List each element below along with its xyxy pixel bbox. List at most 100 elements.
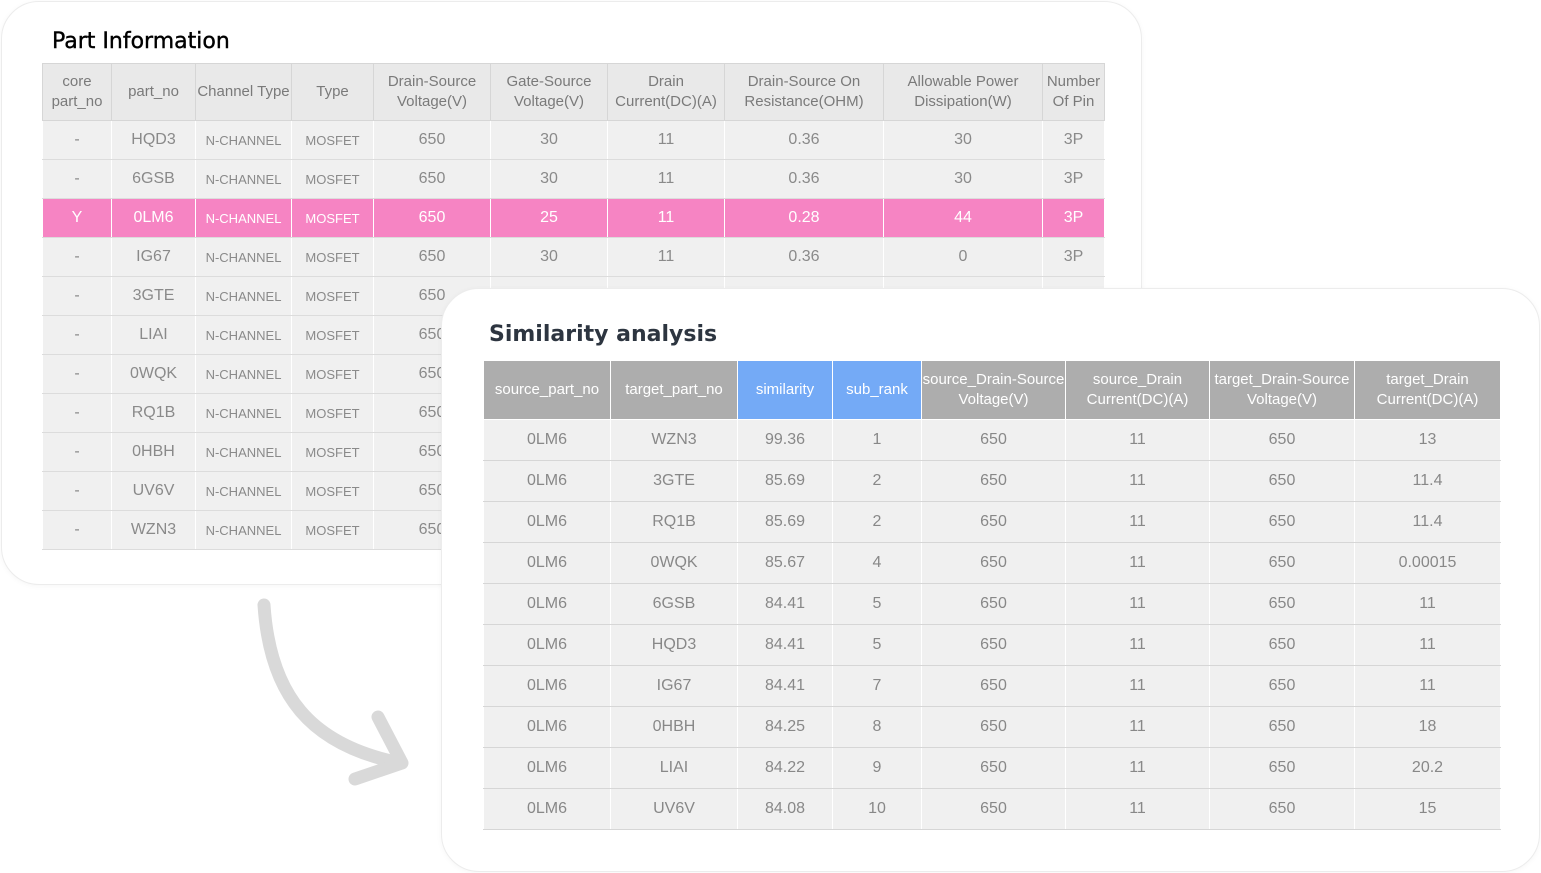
column-header-number-of-pin[interactable]: Number Of Pin — [1042, 63, 1105, 121]
table-cell-core-part-no: - — [42, 315, 112, 355]
table-cell-channel-type: N-CHANNEL — [195, 432, 292, 472]
table-cell-sub-rank: 1 — [832, 419, 922, 461]
column-header-channel-type[interactable]: Channel Type — [195, 63, 292, 121]
column-header-source-part-no[interactable]: source_part_no — [483, 360, 611, 420]
table-cell-target-drain-current-dc-a: 20.2 — [1354, 747, 1501, 789]
table-cell-sub-rank: 7 — [832, 665, 922, 707]
table-cell-core-part-no: Y — [42, 198, 112, 238]
column-header-target-part-no[interactable]: target_part_no — [610, 360, 738, 420]
table-row[interactable]: - HQD3 N-CHANNEL MOSFET 650 30 11 0.36 30 3P — [42, 120, 1105, 160]
table-row[interactable]: 0LM6 UV6V 84.08 10 650 11 650 15 — [483, 788, 1501, 830]
table-cell-type: MOSFET — [291, 354, 374, 394]
column-header-core-part-no[interactable]: core part_no — [42, 63, 112, 121]
table-cell-allowable-power-dissipation-w: 30 — [883, 159, 1043, 199]
column-header-target-drain-current-dc-a[interactable]: target_Drain Current(DC)(A) — [1354, 360, 1501, 420]
similarity-analysis-table: source_part_no target_part_no similarity su… — [483, 360, 1501, 830]
table-cell-target-part-no: LIAI — [610, 747, 738, 789]
column-header-similarity[interactable]: similarity — [737, 360, 833, 420]
column-header-drain-current-dc-a[interactable]: Drain Current(DC)(A) — [607, 63, 725, 121]
table-row[interactable]: 0LM6 3GTE 85.69 2 650 11 650 11.4 — [483, 460, 1501, 502]
table-cell-number-of-pin: 3P — [1042, 159, 1105, 199]
table-row-core-part[interactable]: Y 0LM6 N-CHANNEL MOSFET 650 25 11 0.28 44 3P — [42, 198, 1105, 238]
table-cell-source-drain-current-dc-a: 11 — [1065, 665, 1210, 707]
table-cell-source-drain-source-voltage-v: 650 — [921, 706, 1066, 748]
column-header-sub-rank[interactable]: sub_rank — [832, 360, 922, 420]
table-cell-type: MOSFET — [291, 393, 374, 433]
table-cell-allowable-power-dissipation-w: 0 — [883, 237, 1043, 277]
table-cell-target-part-no: 0WQK — [610, 542, 738, 584]
similarity-analysis-title: Similarity analysis — [489, 322, 718, 347]
table-cell-source-drain-current-dc-a: 11 — [1065, 706, 1210, 748]
table-cell-type: MOSFET — [291, 315, 374, 355]
table-cell-similarity: 84.41 — [737, 665, 833, 707]
column-header-type[interactable]: Type — [291, 63, 374, 121]
table-cell-target-drain-current-dc-a: 18 — [1354, 706, 1501, 748]
table-cell-type: MOSFET — [291, 510, 374, 550]
table-cell-part-no: 0LM6 — [111, 198, 196, 238]
table-cell-core-part-no: - — [42, 354, 112, 394]
table-cell-drain-current-dc-a: 11 — [607, 120, 725, 160]
column-header-gate-source-voltage-v[interactable]: Gate-Source Voltage(V) — [490, 63, 608, 121]
column-header-part-no[interactable]: part_no — [111, 63, 196, 121]
table-cell-type: MOSFET — [291, 276, 374, 316]
table-cell-target-part-no: IG67 — [610, 665, 738, 707]
table-row[interactable]: - IG67 N-CHANNEL MOSFET 650 30 11 0.36 0 3P — [42, 237, 1105, 277]
table-cell-channel-type: N-CHANNEL — [195, 198, 292, 238]
table-cell-target-part-no: 0HBH — [610, 706, 738, 748]
table-cell-target-part-no: RQ1B — [610, 501, 738, 543]
part-information-table: core part_no part_no Channel Type Type Drain… — [42, 63, 1105, 550]
column-header-allowable-power-dissipation-w[interactable]: Allowable Power Dissipation(W) — [883, 63, 1043, 121]
table-cell-drain-source-on-resistance-ohm: 0.36 — [724, 159, 884, 199]
table-cell-allowable-power-dissipation-w: 44 — [883, 198, 1043, 238]
table-row[interactable]: -6GSB N-CHANNEL MOSFET 650 30 11 0.36 30 3P — [42, 159, 1105, 199]
table-cell-channel-type: N-CHANNEL — [195, 393, 292, 433]
table-cell-gate-source-voltage-v: 30 — [490, 120, 608, 160]
table-cell-source-part-no: 0LM6 — [483, 706, 611, 748]
table-cell-target-drain-source-voltage-v: 650 — [1209, 747, 1355, 789]
table-cell-similarity: 85.69 — [737, 460, 833, 502]
table-row[interactable]: 0LM6 WZN3 99.36 1 650 11 650 13 — [483, 419, 1501, 461]
table-row[interactable]: 0LM6 IG67 84.41 7 650 11 650 11 — [483, 665, 1501, 707]
table-cell-source-part-no: 0LM6 — [483, 624, 611, 666]
table-cell-drain-source-voltage-v: 650 — [373, 198, 491, 238]
table-row[interactable]: 0LM6 LIAI 84.22 9 650 11 650 20.2 — [483, 747, 1501, 789]
similarity-analysis-panel: Similarity analysis source_part_no target… — [441, 288, 1540, 872]
table-cell-target-part-no: UV6V — [610, 788, 738, 830]
table-cell-sub-rank: 5 — [832, 583, 922, 625]
table-cell-target-part-no: WZN3 — [610, 419, 738, 461]
table-row[interactable]: 0LM6 RQ1B 85.69 2 650 11 650 11.4 — [483, 501, 1501, 543]
table-cell-source-drain-current-dc-a: 11 — [1065, 788, 1210, 830]
table-cell-type: MOSFET — [291, 237, 374, 277]
table-cell-target-drain-current-dc-a: 15 — [1354, 788, 1501, 830]
table-cell-sub-rank: 8 — [832, 706, 922, 748]
table-row[interactable]: 0LM6 6GSB 84.41 5 650 11 650 11 — [483, 583, 1501, 625]
column-header-target-drain-source-voltage-v[interactable]: target_Drain-Source Voltage(V) — [1209, 360, 1355, 420]
table-cell-target-drain-source-voltage-v: 650 — [1209, 788, 1355, 830]
table-row[interactable]: 0LM6 HQD3 84.41 5 650 11 650 11 — [483, 624, 1501, 666]
column-header-source-drain-source-voltage-v[interactable]: source_Drain-Source Voltage(V) — [921, 360, 1066, 420]
curved-arrow-icon — [257, 598, 409, 786]
table-cell-sub-rank: 2 — [832, 460, 922, 502]
column-header-drain-source-voltage-v[interactable]: Drain-Source Voltage(V) — [373, 63, 491, 121]
table-cell-core-part-no: - — [42, 393, 112, 433]
table-cell-drain-source-voltage-v: 650 — [373, 159, 491, 199]
table-cell-gate-source-voltage-v: 30 — [490, 237, 608, 277]
table-cell-part-no: WZN3 — [111, 510, 196, 550]
table-cell-sub-rank: 2 — [832, 501, 922, 543]
table-cell-source-drain-current-dc-a: 11 — [1065, 460, 1210, 502]
table-row[interactable]: 0LM6 0HBH 84.25 8 650 11 650 18 — [483, 706, 1501, 748]
table-cell-target-drain-source-voltage-v: 650 — [1209, 460, 1355, 502]
table-cell-target-part-no: 3GTE — [610, 460, 738, 502]
table-cell-part-no: 3GTE — [111, 276, 196, 316]
column-header-source-drain-current-dc-a[interactable]: source_Drain Current(DC)(A) — [1065, 360, 1210, 420]
table-cell-type: MOSFET — [291, 198, 374, 238]
table-cell-target-drain-source-voltage-v: 650 — [1209, 665, 1355, 707]
column-header-drain-source-on-resistance-ohm[interactable]: Drain-Source On Resistance(OHM) — [724, 63, 884, 121]
table-row[interactable]: 0LM6 0WQK 85.67 4 650 11 650 0.00015 — [483, 542, 1501, 584]
table-cell-similarity: 99.36 — [737, 419, 833, 461]
table-cell-source-drain-current-dc-a: 11 — [1065, 747, 1210, 789]
table-cell-part-no: UV6V — [111, 471, 196, 511]
table-cell-source-drain-source-voltage-v: 650 — [921, 460, 1066, 502]
table-cell-number-of-pin: 3P — [1042, 198, 1105, 238]
table-cell-part-no: 6GSB — [111, 159, 196, 199]
